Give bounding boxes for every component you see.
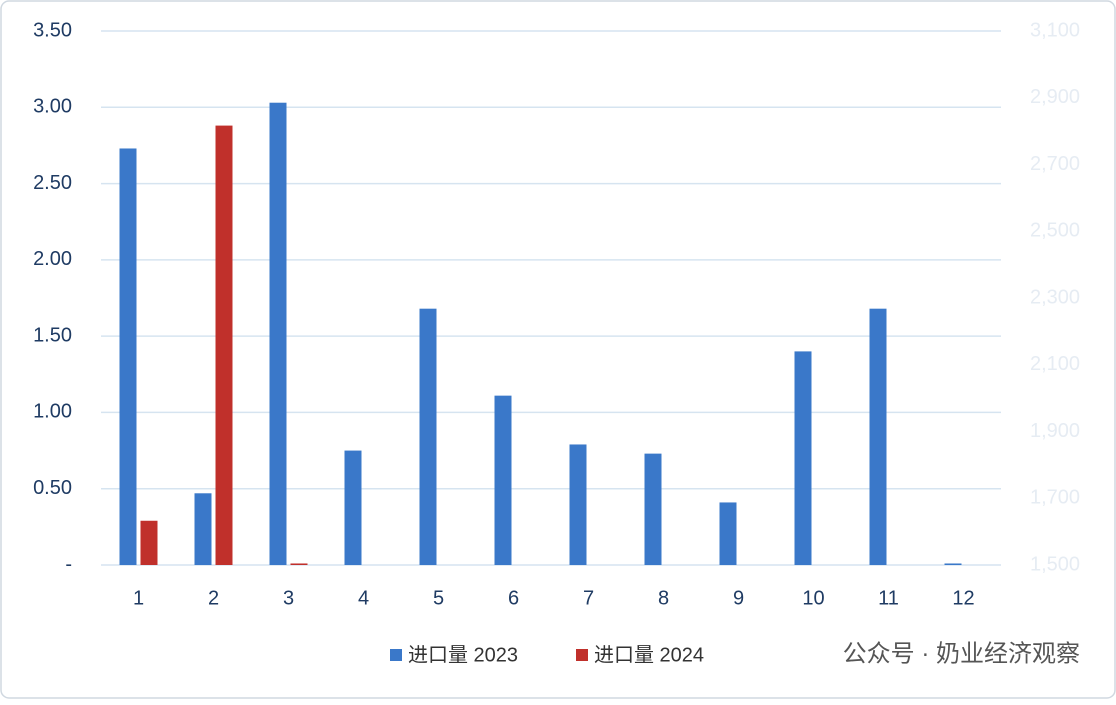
x-tick-label: 4 bbox=[358, 587, 369, 609]
x-tick-label: 6 bbox=[508, 587, 519, 609]
bar bbox=[569, 444, 587, 565]
bar bbox=[419, 308, 437, 565]
bar bbox=[644, 453, 662, 565]
y2-tick-label: 2,900 bbox=[1030, 86, 1080, 108]
x-tick-label: 3 bbox=[283, 587, 294, 609]
bar bbox=[119, 148, 137, 566]
watermark: 公众号 · 奶业经济观察 bbox=[843, 640, 1080, 667]
y-tick-label: 3.00 bbox=[33, 96, 72, 118]
legend-swatch bbox=[390, 649, 402, 661]
y2-tick-label: 1,900 bbox=[1030, 420, 1080, 442]
bar bbox=[290, 563, 308, 565]
x-tick-label: 2 bbox=[208, 587, 219, 609]
bar bbox=[794, 351, 812, 565]
bar bbox=[194, 493, 212, 565]
y2-tick-label: 2,700 bbox=[1030, 153, 1080, 175]
x-tick-label: 7 bbox=[583, 587, 594, 609]
x-tick-label: 5 bbox=[433, 587, 444, 609]
y2-tick-label: 2,500 bbox=[1030, 220, 1080, 242]
y2-tick-label: 3,100 bbox=[1030, 19, 1080, 41]
legend-label: 进口量 2023 bbox=[408, 643, 518, 666]
x-tick-label: 1 bbox=[133, 587, 144, 609]
y-tick-label: - bbox=[65, 553, 72, 575]
y-tick-label: 1.50 bbox=[33, 324, 72, 346]
bar bbox=[140, 520, 158, 565]
x-tick-label: 12 bbox=[952, 587, 974, 609]
y2-tick-label: 1,700 bbox=[1030, 487, 1080, 509]
y2-tick-label: 2,300 bbox=[1030, 286, 1080, 308]
bar bbox=[269, 102, 287, 566]
legend-swatch bbox=[576, 649, 588, 661]
bar bbox=[869, 308, 887, 565]
y-tick-label: 3.50 bbox=[33, 19, 72, 41]
x-tick-label: 9 bbox=[733, 587, 744, 609]
y-tick-label: 0.50 bbox=[33, 477, 72, 499]
y2-tick-label: 2,100 bbox=[1030, 353, 1080, 375]
bar bbox=[494, 395, 512, 565]
bar bbox=[719, 502, 737, 565]
legend-label: 进口量 2024 bbox=[594, 643, 704, 666]
x-tick-label: 10 bbox=[802, 587, 824, 609]
bar bbox=[344, 450, 362, 565]
y2-tick-label: 1,500 bbox=[1030, 553, 1080, 575]
bar bbox=[944, 563, 962, 565]
y-tick-label: 1.00 bbox=[33, 401, 72, 423]
x-tick-label: 8 bbox=[658, 587, 669, 609]
x-tick-label: 11 bbox=[878, 587, 899, 609]
bar bbox=[215, 125, 233, 565]
y-tick-label: 2.50 bbox=[33, 172, 72, 194]
y-tick-label: 2.00 bbox=[33, 248, 72, 270]
